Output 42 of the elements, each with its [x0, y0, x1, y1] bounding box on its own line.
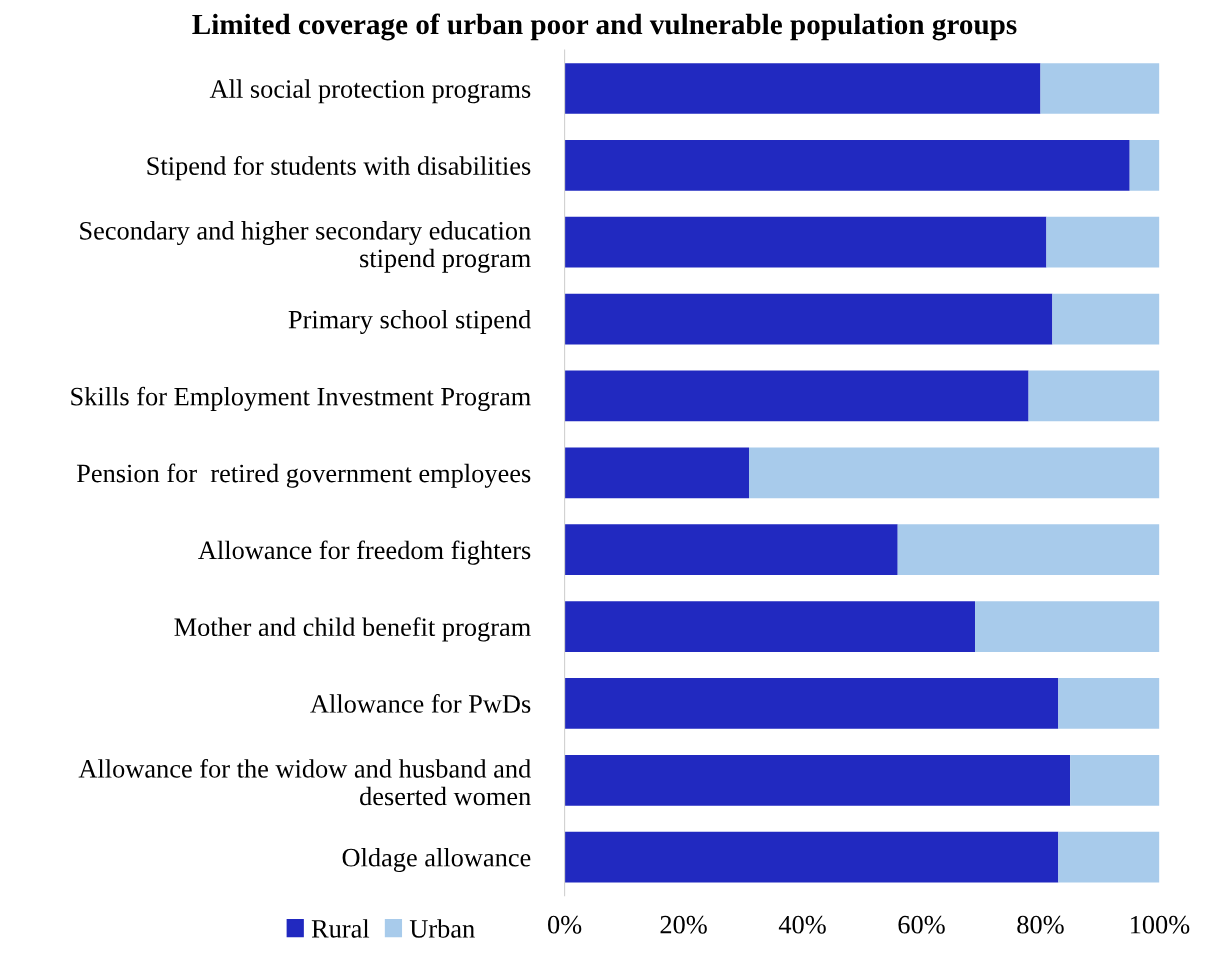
y-tick-label: Pension for retired government employees: [76, 463, 531, 488]
bar: [564, 447, 749, 499]
bar: [564, 524, 898, 576]
x-tick-label: 80%: [1017, 915, 1064, 934]
y-tick-label: Primary school stipend: [288, 309, 531, 334]
x-tick-label: 100%: [1130, 915, 1190, 934]
bar: [564, 140, 1130, 191]
y-tick-label: Secondary and higher secondary education stipend program: [80, 221, 531, 273]
x-tick-label: 0%: [548, 915, 582, 934]
bar: [749, 447, 1160, 499]
bar: [897, 524, 1160, 576]
bar: [564, 831, 1059, 883]
bar: [1028, 370, 1160, 422]
bar: [1129, 140, 1160, 191]
y-tick-label: Allowance for the widow and husband and deserted women: [78, 758, 531, 806]
bar: [1046, 216, 1160, 268]
bar: [1070, 754, 1160, 806]
y-tick-label: Allowance for freedom fighters: [198, 540, 531, 565]
bar: [564, 216, 1047, 268]
bar: [1040, 63, 1160, 114]
y-tick-label: Skills for Employment Investment Program: [71, 386, 531, 411]
y-tick-label: All social protection programs: [209, 79, 531, 104]
y-tick-label: Mother and child benefit program: [174, 617, 531, 642]
bar: [564, 370, 1029, 422]
x-tick-label: 40%: [778, 915, 826, 934]
chart-title: Limited coverage of urban poor and vulnerable population groups: [192, 13, 1017, 41]
x-tick-label: 20%: [660, 915, 707, 934]
x-tick-label: 60%: [898, 915, 945, 934]
legend-label: Rural: [311, 919, 370, 938]
bar: [1052, 293, 1160, 345]
bar: [564, 63, 1041, 114]
y-tick-label: Stipend for students with disabilities: [147, 156, 531, 181]
legend-label: Urban: [409, 919, 475, 938]
y-tick-label: Oldage allowance: [342, 848, 531, 873]
bar: [1058, 678, 1160, 729]
y-tick-label: Allowance for PwDs: [310, 694, 531, 713]
bar: [564, 293, 1053, 345]
bar: [1058, 831, 1160, 883]
bar: [564, 601, 976, 652]
bar: [975, 601, 1160, 652]
bar: [564, 678, 1059, 729]
bar: [564, 754, 1071, 806]
